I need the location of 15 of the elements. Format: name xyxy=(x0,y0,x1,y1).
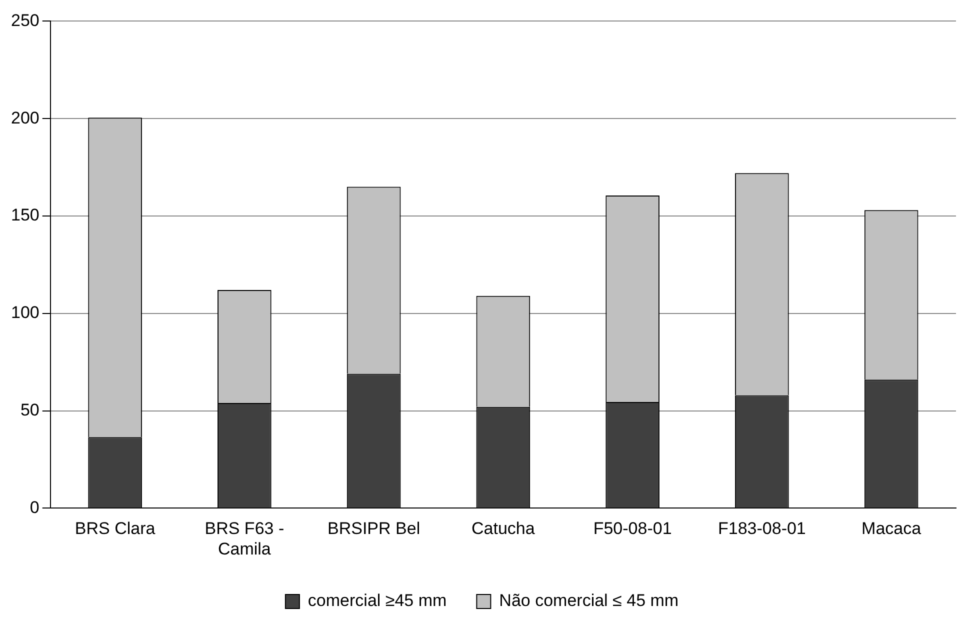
x-tick-label: BRSIPR Bel xyxy=(328,519,420,538)
y-tick-label: 50 xyxy=(20,400,40,420)
x-tick-label: BRS Clara xyxy=(74,519,156,538)
x-tick-label: F183-08-01 xyxy=(718,519,806,538)
y-tick-label: 200 xyxy=(10,108,40,128)
y-tick-label: 150 xyxy=(10,206,40,225)
legend-label: Não comercial ≤ 45 mm xyxy=(499,591,679,610)
y-tick-label: 250 xyxy=(10,10,40,30)
y-tick-label: 0 xyxy=(30,498,40,517)
x-tick-label: Catucha xyxy=(472,519,536,538)
y-tick-label: 100 xyxy=(10,303,40,322)
x-tick-label: Macaca xyxy=(862,519,922,538)
x-tick-label: BRS F63 - Camila xyxy=(204,519,284,558)
legend-label: comercial ≥45 mm xyxy=(308,591,447,610)
x-tick-label: F50-08-01 xyxy=(593,519,672,538)
